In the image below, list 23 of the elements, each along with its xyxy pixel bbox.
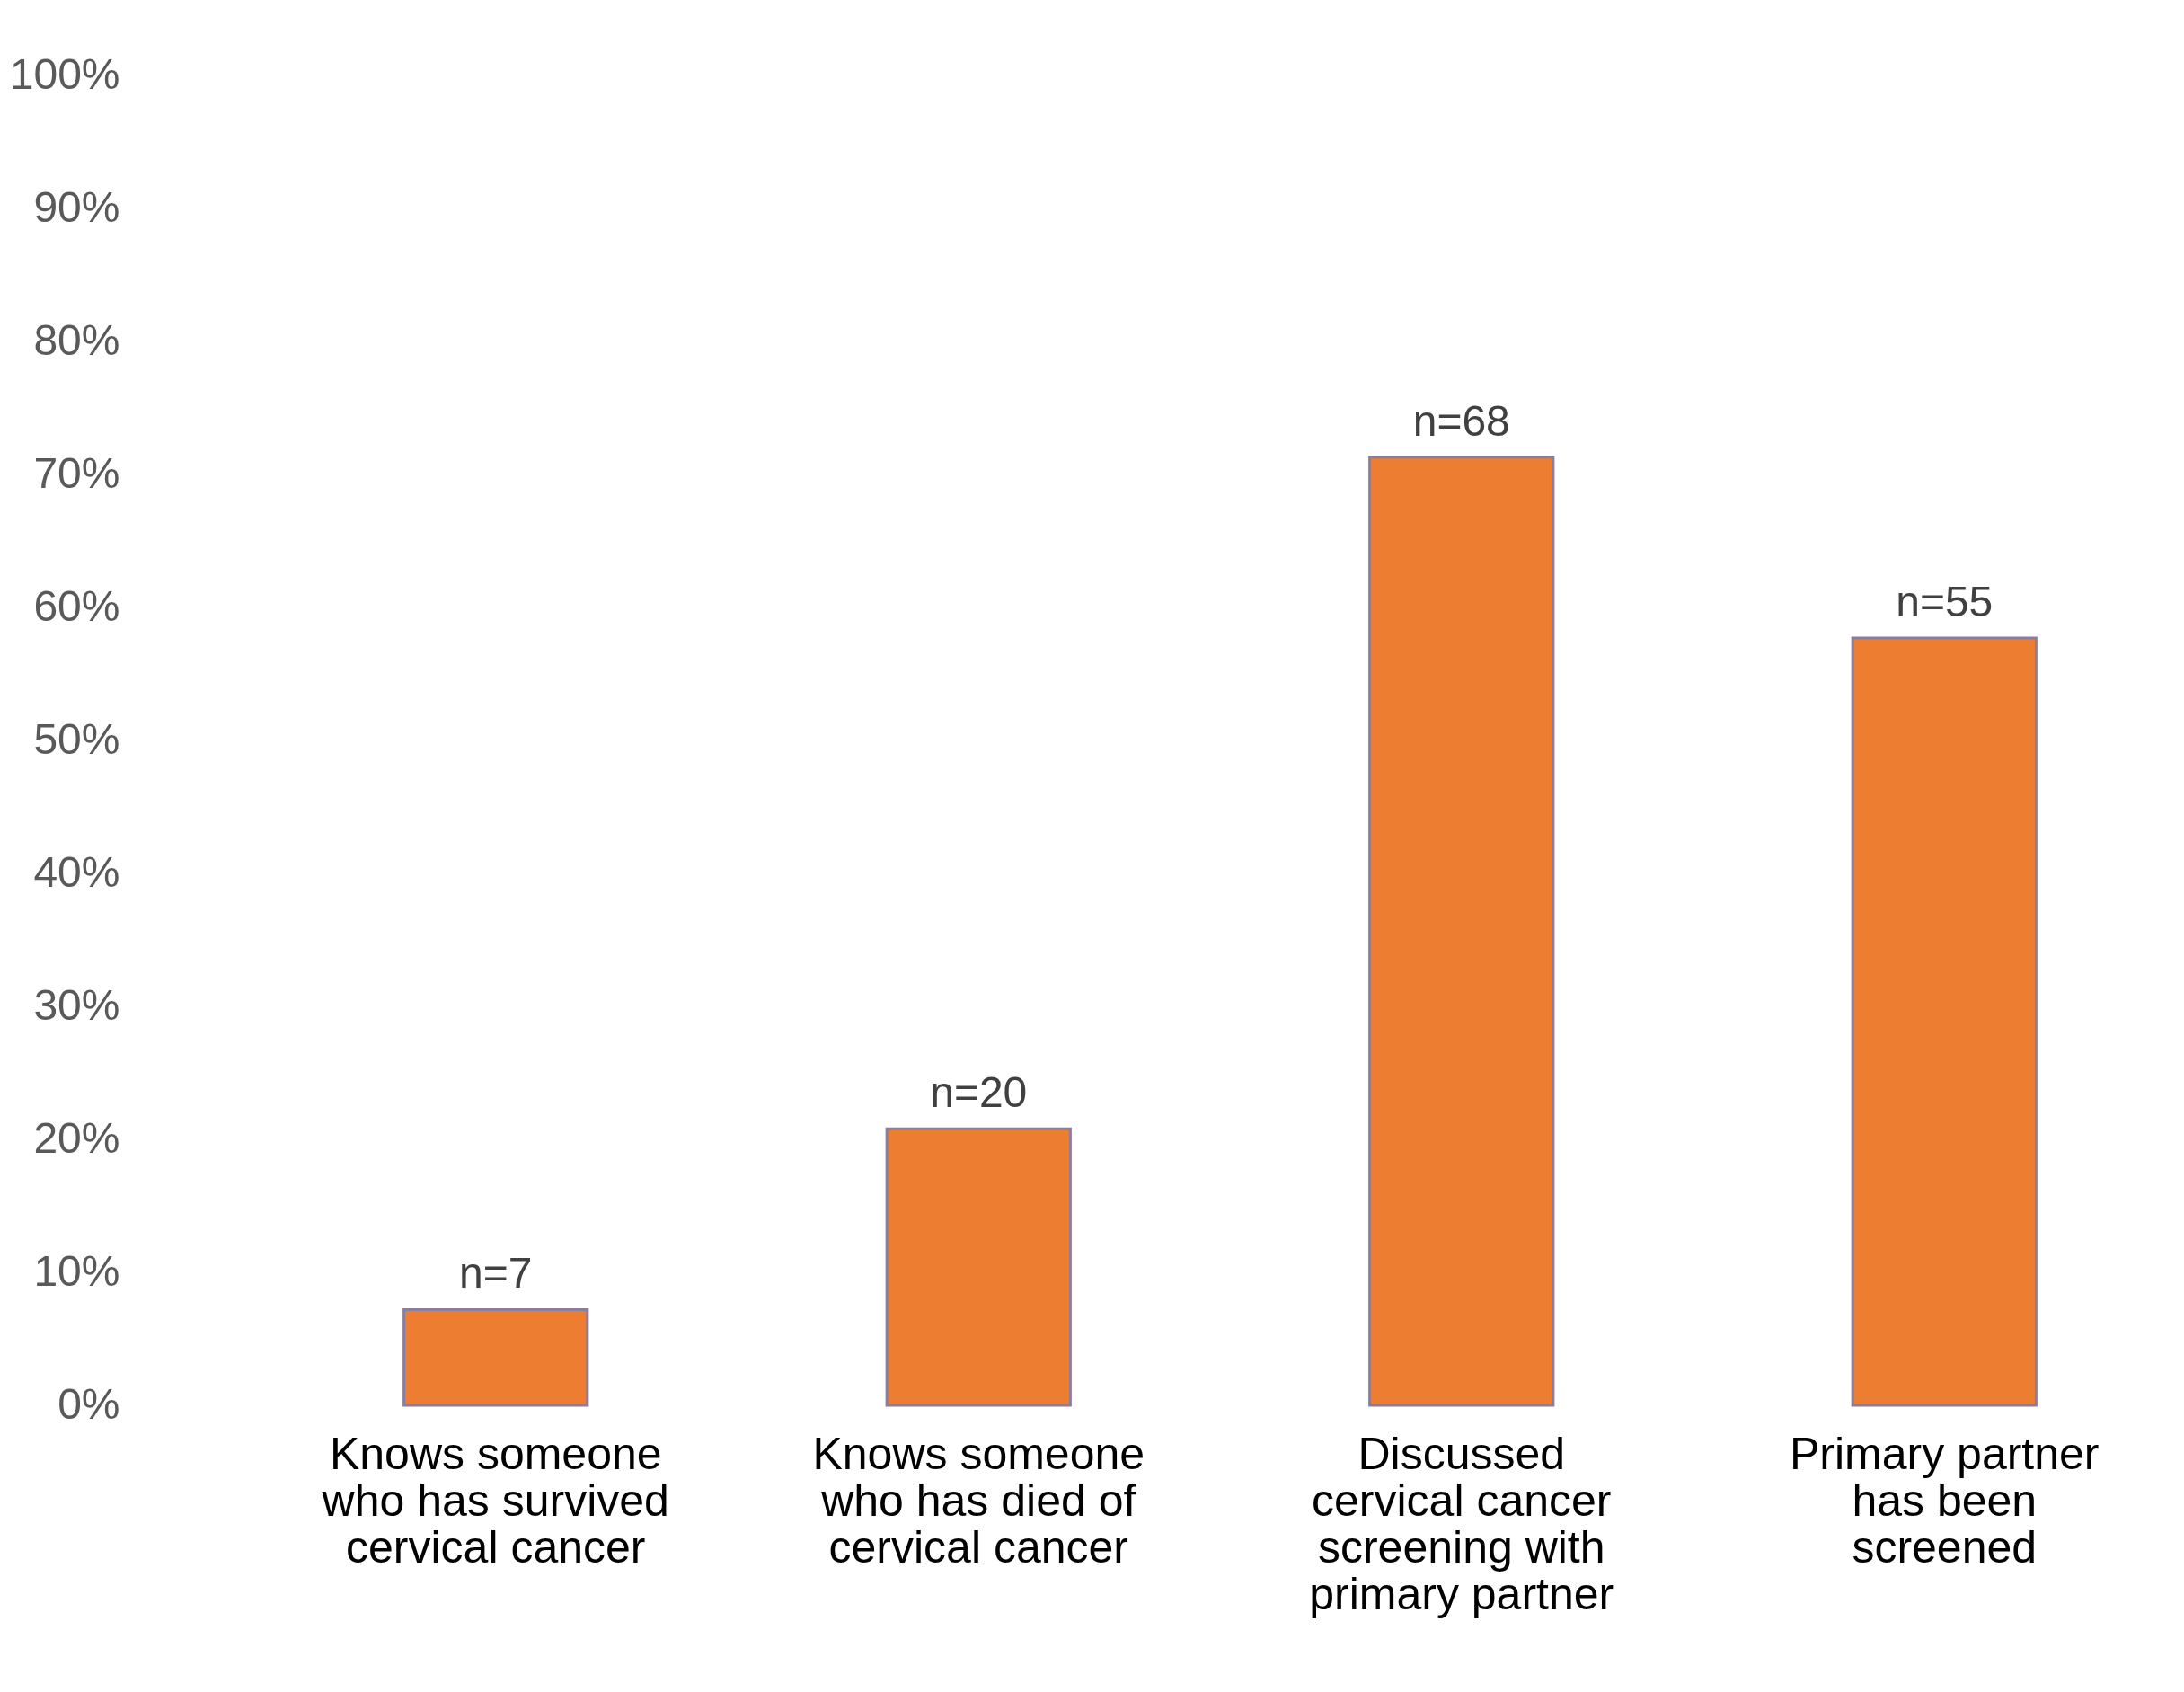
x-tick-label: Knows someone who has died of cervical cancer — [812, 1428, 1145, 1572]
y-tick-label: 80% — [33, 315, 120, 364]
annotation: n=68 — [1412, 396, 1510, 445]
bar — [402, 1307, 589, 1407]
y-tick-label: 30% — [33, 980, 120, 1029]
annotation: n=7 — [459, 1249, 533, 1298]
bar — [1368, 456, 1555, 1407]
y-tick-label: 20% — [33, 1113, 120, 1162]
x-tick-label: Primary partner has been screened — [1789, 1428, 2100, 1572]
y-tick-label: 0% — [57, 1379, 120, 1428]
annotation: n=55 — [1896, 578, 1994, 626]
y-tick-label: 70% — [33, 448, 120, 497]
bar — [1851, 636, 2038, 1407]
y-tick-label: 40% — [33, 847, 120, 896]
y-tick-label: 10% — [33, 1246, 120, 1295]
x-tick-label: Discussed cervical cancer screening with primary partner — [1309, 1428, 1614, 1619]
y-tick-label: 50% — [33, 714, 120, 763]
y-tick-label: 60% — [33, 581, 120, 630]
annotation: n=20 — [930, 1068, 1028, 1117]
y-tick-label: 100% — [9, 49, 120, 98]
x-tick-label: Knows someone who has survived cervical cancer — [321, 1428, 669, 1572]
y-tick-label: 90% — [33, 182, 120, 231]
bar — [885, 1127, 1072, 1407]
